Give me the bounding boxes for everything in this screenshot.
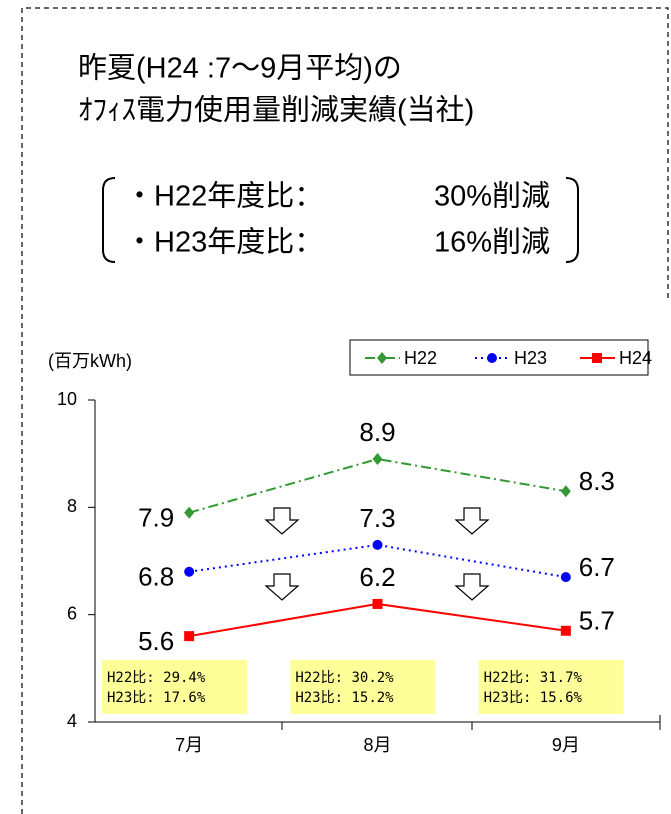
marker xyxy=(560,485,571,498)
summary-value: 16%削減 xyxy=(434,226,550,259)
summary-label: ・H23年度比： xyxy=(125,226,323,259)
marker xyxy=(372,453,383,466)
annotation-text: H22比: 30.2% xyxy=(295,670,394,686)
x-tick-label: 8月 xyxy=(363,735,391,755)
data-label: 7.9 xyxy=(138,503,174,533)
marker xyxy=(184,566,195,577)
annotation-text: H22比: 29.4% xyxy=(107,670,206,686)
marker xyxy=(487,353,497,363)
y-tick-label: 8 xyxy=(67,496,77,516)
marker xyxy=(592,353,602,363)
annotation-box xyxy=(478,660,624,714)
marker xyxy=(377,352,387,364)
marker xyxy=(184,631,195,642)
marker xyxy=(560,625,571,636)
data-label: 5.6 xyxy=(138,626,174,656)
arrow xyxy=(454,507,490,535)
arrows xyxy=(264,507,490,601)
marker xyxy=(372,539,383,550)
y-axis-label: (百万kWh) xyxy=(48,351,132,371)
data-label: 6.7 xyxy=(579,552,615,582)
legend-label: H22 xyxy=(404,348,437,368)
legend-label: H24 xyxy=(619,348,652,368)
arrow xyxy=(454,573,490,601)
annotation-text: H23比: 15.2% xyxy=(295,690,394,706)
x-tick-label: 7月 xyxy=(175,735,203,755)
y-tick-label: 4 xyxy=(67,711,77,731)
data-label: 8.9 xyxy=(359,417,395,447)
annotation-box xyxy=(290,660,436,714)
annotation-text: H23比: 15.6% xyxy=(484,690,583,706)
arrow xyxy=(264,573,300,601)
marker xyxy=(560,572,571,583)
y-tick-label: 10 xyxy=(57,389,77,409)
legend-label: H23 xyxy=(514,348,547,368)
y-tick-label: 6 xyxy=(67,603,77,623)
marker xyxy=(184,506,195,519)
annotation-box xyxy=(102,660,247,714)
title-line: ｵﾌｨｽ電力使用量削減実績(当社) xyxy=(78,94,474,127)
data-label: 7.3 xyxy=(359,503,395,533)
data-label: 6.8 xyxy=(138,562,174,592)
summary-value: 30%削減 xyxy=(434,180,550,213)
dashed-border xyxy=(21,7,669,814)
data-label: 5.7 xyxy=(579,606,615,636)
summary-label: ・H22年度比： xyxy=(125,180,323,213)
marker xyxy=(372,598,383,609)
data-label: 8.3 xyxy=(579,466,615,496)
annotation-text: H22比: 31.7% xyxy=(484,670,583,686)
data-label: 6.2 xyxy=(359,562,395,592)
annotation-text: H23比: 17.6% xyxy=(107,690,206,706)
bracket xyxy=(565,177,579,263)
bracket xyxy=(102,177,116,263)
x-tick-label: 9月 xyxy=(552,735,580,755)
title-line: 昨夏(H24 :7～9月平均)の xyxy=(78,52,402,85)
arrow xyxy=(264,507,300,535)
